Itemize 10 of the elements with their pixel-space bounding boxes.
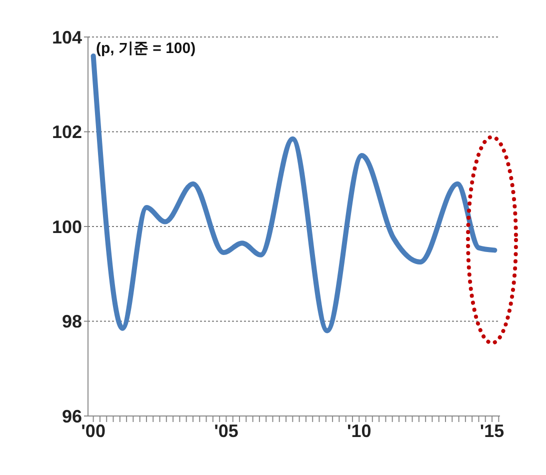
y-tick-label: 100: [52, 216, 82, 237]
x-tick-label: '00: [81, 420, 106, 441]
y-tick-label: 102: [52, 122, 82, 142]
y-tick-label: 96: [62, 406, 82, 426]
x-tick-label: '15: [480, 420, 504, 441]
y-tick-label: 98: [62, 312, 82, 332]
y-tick-label: 104: [52, 27, 82, 48]
x-tick-label: '05: [214, 420, 238, 441]
x-tick-label: '10: [346, 420, 372, 441]
y-axis-title: (p, 기준 = 100): [96, 39, 196, 58]
